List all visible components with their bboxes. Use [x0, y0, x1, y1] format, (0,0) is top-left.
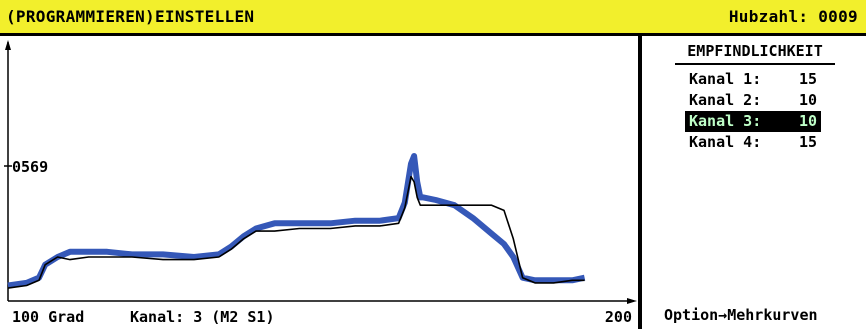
channel-label: Kanal 1:: [689, 70, 762, 88]
channel-value: 15: [798, 70, 817, 88]
y-marker-label: 0569: [12, 158, 49, 176]
channel-list: Kanal 1: 15 Kanal 2: 10 Kanal 3: 10 Kanal 4: 15: [685, 69, 860, 153]
channel-value: 10: [798, 91, 817, 109]
curve-plot[interactable]: [0, 36, 640, 306]
channel-value: 10: [798, 112, 817, 130]
channel-label: Kanal 3:: [689, 112, 762, 130]
x-max-label: 200: [604, 308, 632, 326]
hubzahl-counter: Hubzahl: 0009: [728, 7, 858, 26]
reference-curve: [7, 153, 586, 289]
channel-value: 15: [798, 133, 817, 151]
channel-row-1[interactable]: Kanal 1: 15: [685, 69, 821, 90]
sensitivity-title: EMPFINDLICHKEIT: [675, 42, 835, 65]
channel-row-2[interactable]: Kanal 2: 10: [685, 90, 821, 111]
title-bar: (PROGRAMMIEREN)EINSTELLEN Hubzahl: 0009: [0, 0, 866, 36]
channel-row-3[interactable]: Kanal 3: 10: [685, 111, 821, 132]
panel-divider: [638, 36, 642, 329]
window-title: (PROGRAMMIEREN)EINSTELLEN: [6, 7, 255, 26]
measured-curve: [7, 175, 585, 289]
channel-label: Kanal 4:: [689, 133, 762, 151]
status-bar: 100 Grad Kanal: 3 (M2 S1) 200: [0, 306, 638, 329]
y-axis-arrow: [5, 40, 11, 50]
channel-info: Kanal: 3 (M2 S1): [130, 308, 275, 326]
channel-row-4[interactable]: Kanal 4: 15: [685, 132, 821, 153]
x-axis-arrow: [627, 298, 637, 304]
channel-label: Kanal 2:: [689, 91, 762, 109]
sensitivity-panel: EMPFINDLICHKEIT Kanal 1: 15 Kanal 2: 10 Kana…: [650, 42, 860, 153]
option-multicurve-hint[interactable]: Option→Mehrkurven: [664, 306, 818, 324]
x-min-label: 100 Grad: [12, 308, 85, 326]
